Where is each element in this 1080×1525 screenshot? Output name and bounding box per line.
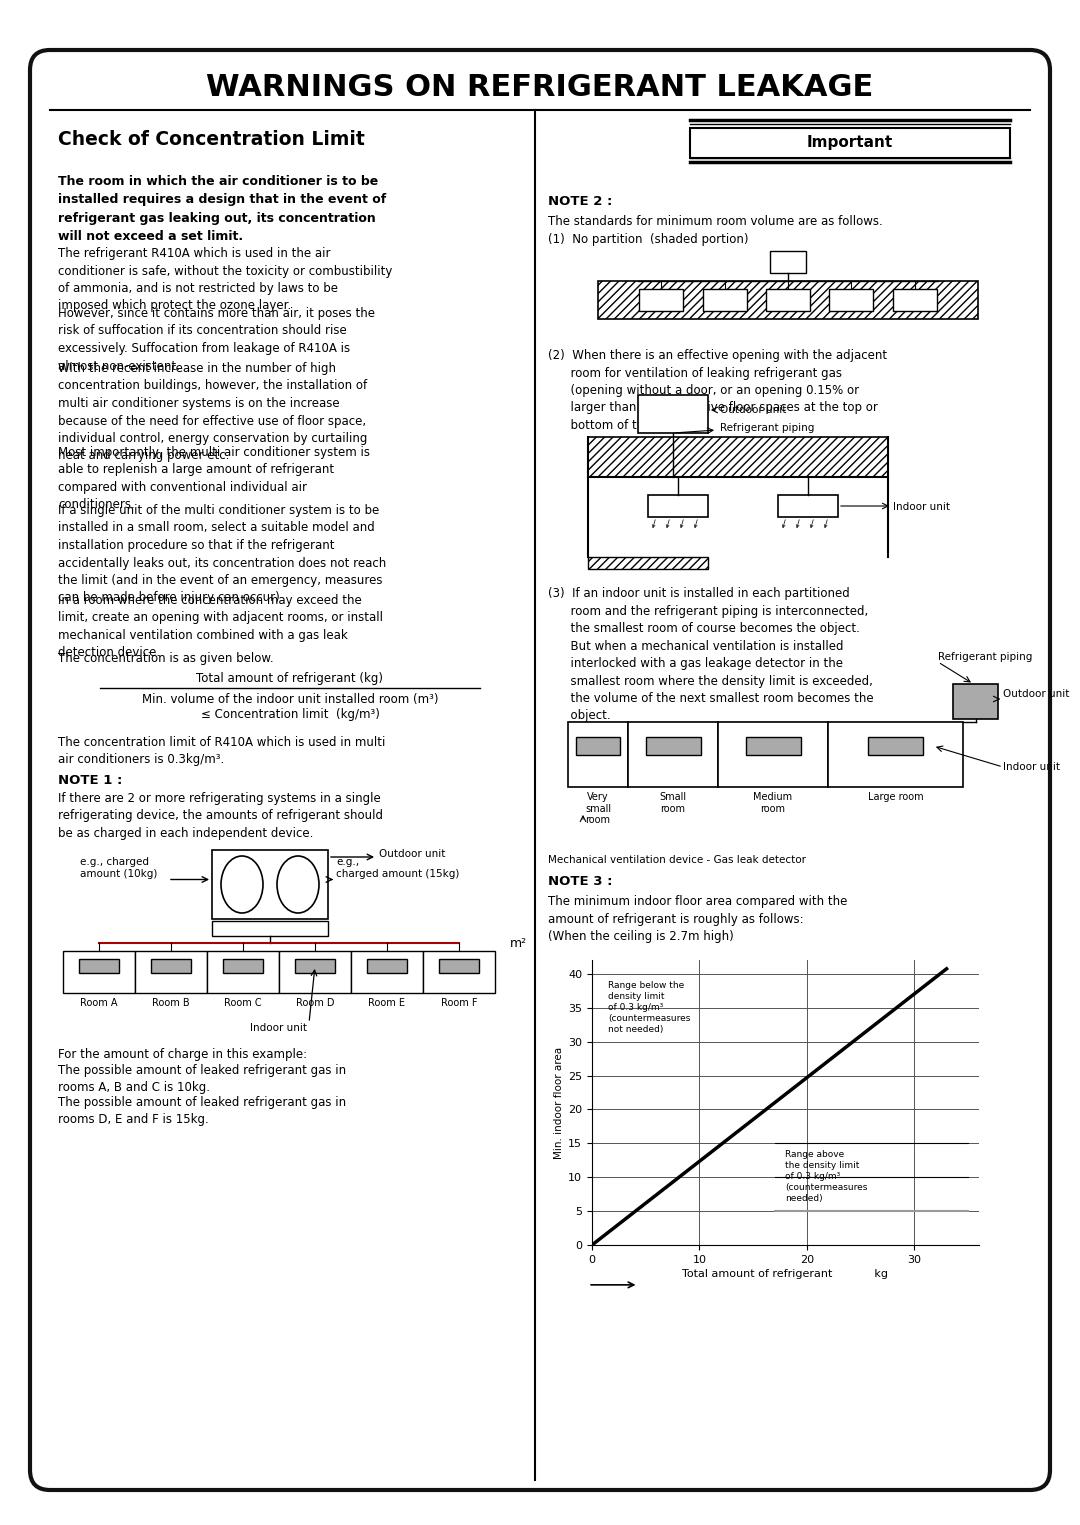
Text: The concentration limit of R410A which is used in multi
air conditioners is 0.3k: The concentration limit of R410A which i… — [58, 737, 386, 767]
Bar — [568, 721, 627, 787]
Bar — [151, 959, 191, 973]
Text: Room C: Room C — [225, 997, 261, 1008]
Text: Range above
the density limit
of 0.3 kg/m³
(countermeasures
needed): Range above the density limit of 0.3 kg/… — [785, 1150, 867, 1203]
Text: Min. volume of the indoor unit installed room (m³): Min. volume of the indoor unit installed… — [141, 692, 438, 706]
Bar — [279, 952, 351, 993]
Bar — [778, 496, 838, 517]
Bar — [893, 290, 936, 311]
Bar — [576, 737, 620, 755]
Text: Refrigerant piping: Refrigerant piping — [939, 653, 1032, 662]
Text: Outdoor unit: Outdoor unit — [1003, 689, 1069, 698]
Bar — [690, 128, 1010, 159]
X-axis label: Total amount of refrigerant            kg: Total amount of refrigerant kg — [683, 1269, 889, 1279]
Text: m²: m² — [510, 936, 527, 950]
Text: Room D: Room D — [296, 997, 334, 1008]
Bar — [770, 252, 806, 273]
Text: Indoor unit: Indoor unit — [893, 502, 950, 512]
Bar — [79, 959, 119, 973]
Text: Range below the
density limit
of 0.3 kg/m³
(countermeasures
not needed): Range below the density limit of 0.3 kg/… — [608, 981, 690, 1034]
Ellipse shape — [276, 856, 319, 913]
Bar — [829, 290, 874, 311]
Bar — [646, 737, 701, 755]
Text: Refrigerant piping: Refrigerant piping — [720, 422, 814, 433]
Y-axis label: Min. indoor floor area: Min. indoor floor area — [554, 1046, 564, 1159]
Bar — [295, 959, 335, 973]
Bar — [63, 952, 135, 993]
Bar — [627, 721, 718, 787]
Text: Indoor unit: Indoor unit — [1003, 762, 1059, 772]
Bar — [212, 849, 328, 920]
Text: The possible amount of leaked refrigerant gas in
rooms A, B and C is 10kg.: The possible amount of leaked refrigeran… — [58, 1064, 346, 1095]
Ellipse shape — [221, 856, 264, 913]
Text: Outdoor unit: Outdoor unit — [379, 849, 445, 859]
Text: Outdoor unit: Outdoor unit — [720, 406, 786, 415]
Text: (3)  If an indoor unit is installed in each partitioned
      room and the refri: (3) If an indoor unit is installed in ea… — [548, 587, 874, 723]
Text: With the recent increase in the number of high
concentration buildings, however,: With the recent increase in the number o… — [58, 361, 367, 462]
Bar — [438, 959, 480, 973]
Text: If there are 2 or more refrigerating systems in a single
refrigerating device, t: If there are 2 or more refrigerating sys… — [58, 791, 383, 840]
Bar — [135, 952, 207, 993]
Text: Medium
room: Medium room — [754, 791, 793, 814]
Text: Large room: Large room — [867, 791, 923, 802]
Text: The room in which the air conditioner is to be
installed requires a design that : The room in which the air conditioner is… — [58, 175, 387, 244]
Text: NOTE 2 :: NOTE 2 : — [548, 195, 612, 207]
Text: e.g., charged
amount (10kg): e.g., charged amount (10kg) — [80, 857, 158, 878]
Bar — [638, 395, 708, 433]
Bar — [598, 281, 978, 319]
Bar — [588, 557, 708, 569]
Text: Mechanical ventilation device - Gas leak detector: Mechanical ventilation device - Gas leak… — [548, 856, 806, 865]
Bar — [868, 737, 923, 755]
Text: If a single unit of the multi conditioner system is to be
installed in a small r: If a single unit of the multi conditione… — [58, 503, 387, 604]
FancyBboxPatch shape — [30, 50, 1050, 1490]
Bar — [953, 685, 998, 718]
Text: Room B: Room B — [152, 997, 190, 1008]
Text: For the amount of charge in this example:: For the amount of charge in this example… — [58, 1048, 307, 1061]
Text: Very
small
room: Very small room — [585, 791, 611, 825]
Text: The concentration is as given below.: The concentration is as given below. — [58, 653, 273, 665]
Text: In a room where the concentration may exceed the
limit, create an opening with a: In a room where the concentration may ex… — [58, 595, 383, 659]
Text: ≤ Concentration limit  (kg/m³): ≤ Concentration limit (kg/m³) — [201, 708, 379, 721]
Bar — [745, 737, 800, 755]
Bar — [718, 721, 828, 787]
Bar — [639, 290, 684, 311]
Text: WARNINGS ON REFRIGERANT LEAKAGE: WARNINGS ON REFRIGERANT LEAKAGE — [206, 73, 874, 102]
Text: NOTE 1 :: NOTE 1 : — [58, 775, 122, 787]
Text: Room F: Room F — [441, 997, 477, 1008]
Text: The standards for minimum room volume are as follows.: The standards for minimum room volume ar… — [548, 215, 882, 229]
Text: However, since it contains more than air, it poses the
risk of suffocation if it: However, since it contains more than air… — [58, 307, 375, 372]
Text: Most importantly, the multi air conditioner system is
able to replenish a large : Most importantly, the multi air conditio… — [58, 445, 370, 511]
Bar — [703, 290, 746, 311]
Text: Small
room: Small room — [660, 791, 687, 814]
Text: The possible amount of leaked refrigerant gas in
rooms D, E and F is 15kg.: The possible amount of leaked refrigeran… — [58, 1096, 346, 1127]
Bar — [212, 921, 328, 936]
Text: Total amount of refrigerant (kg): Total amount of refrigerant (kg) — [197, 673, 383, 685]
Bar — [588, 438, 888, 477]
Bar — [648, 496, 708, 517]
Text: Room E: Room E — [368, 997, 405, 1008]
Text: Check of Concentration Limit: Check of Concentration Limit — [58, 130, 365, 149]
Text: The minimum indoor floor area compared with the
amount of refrigerant is roughly: The minimum indoor floor area compared w… — [548, 895, 848, 942]
Text: Indoor unit: Indoor unit — [251, 1023, 308, 1032]
Bar — [222, 959, 264, 973]
Text: (2)  When there is an effective opening with the adjacent
      room for ventila: (2) When there is an effective opening w… — [548, 349, 887, 432]
Bar — [766, 290, 810, 311]
Text: NOTE 3 :: NOTE 3 : — [548, 875, 612, 888]
Text: Important: Important — [807, 136, 893, 151]
Bar — [423, 952, 495, 993]
Bar — [828, 721, 963, 787]
Text: (1)  No partition  (shaded portion): (1) No partition (shaded portion) — [548, 233, 748, 246]
Bar — [367, 959, 407, 973]
Bar — [207, 952, 279, 993]
Text: e.g.,
charged amount (15kg): e.g., charged amount (15kg) — [336, 857, 459, 878]
Text: The refrigerant R410A which is used in the air
conditioner is safe, without the : The refrigerant R410A which is used in t… — [58, 247, 392, 313]
Bar — [351, 952, 423, 993]
Text: Room A: Room A — [80, 997, 118, 1008]
